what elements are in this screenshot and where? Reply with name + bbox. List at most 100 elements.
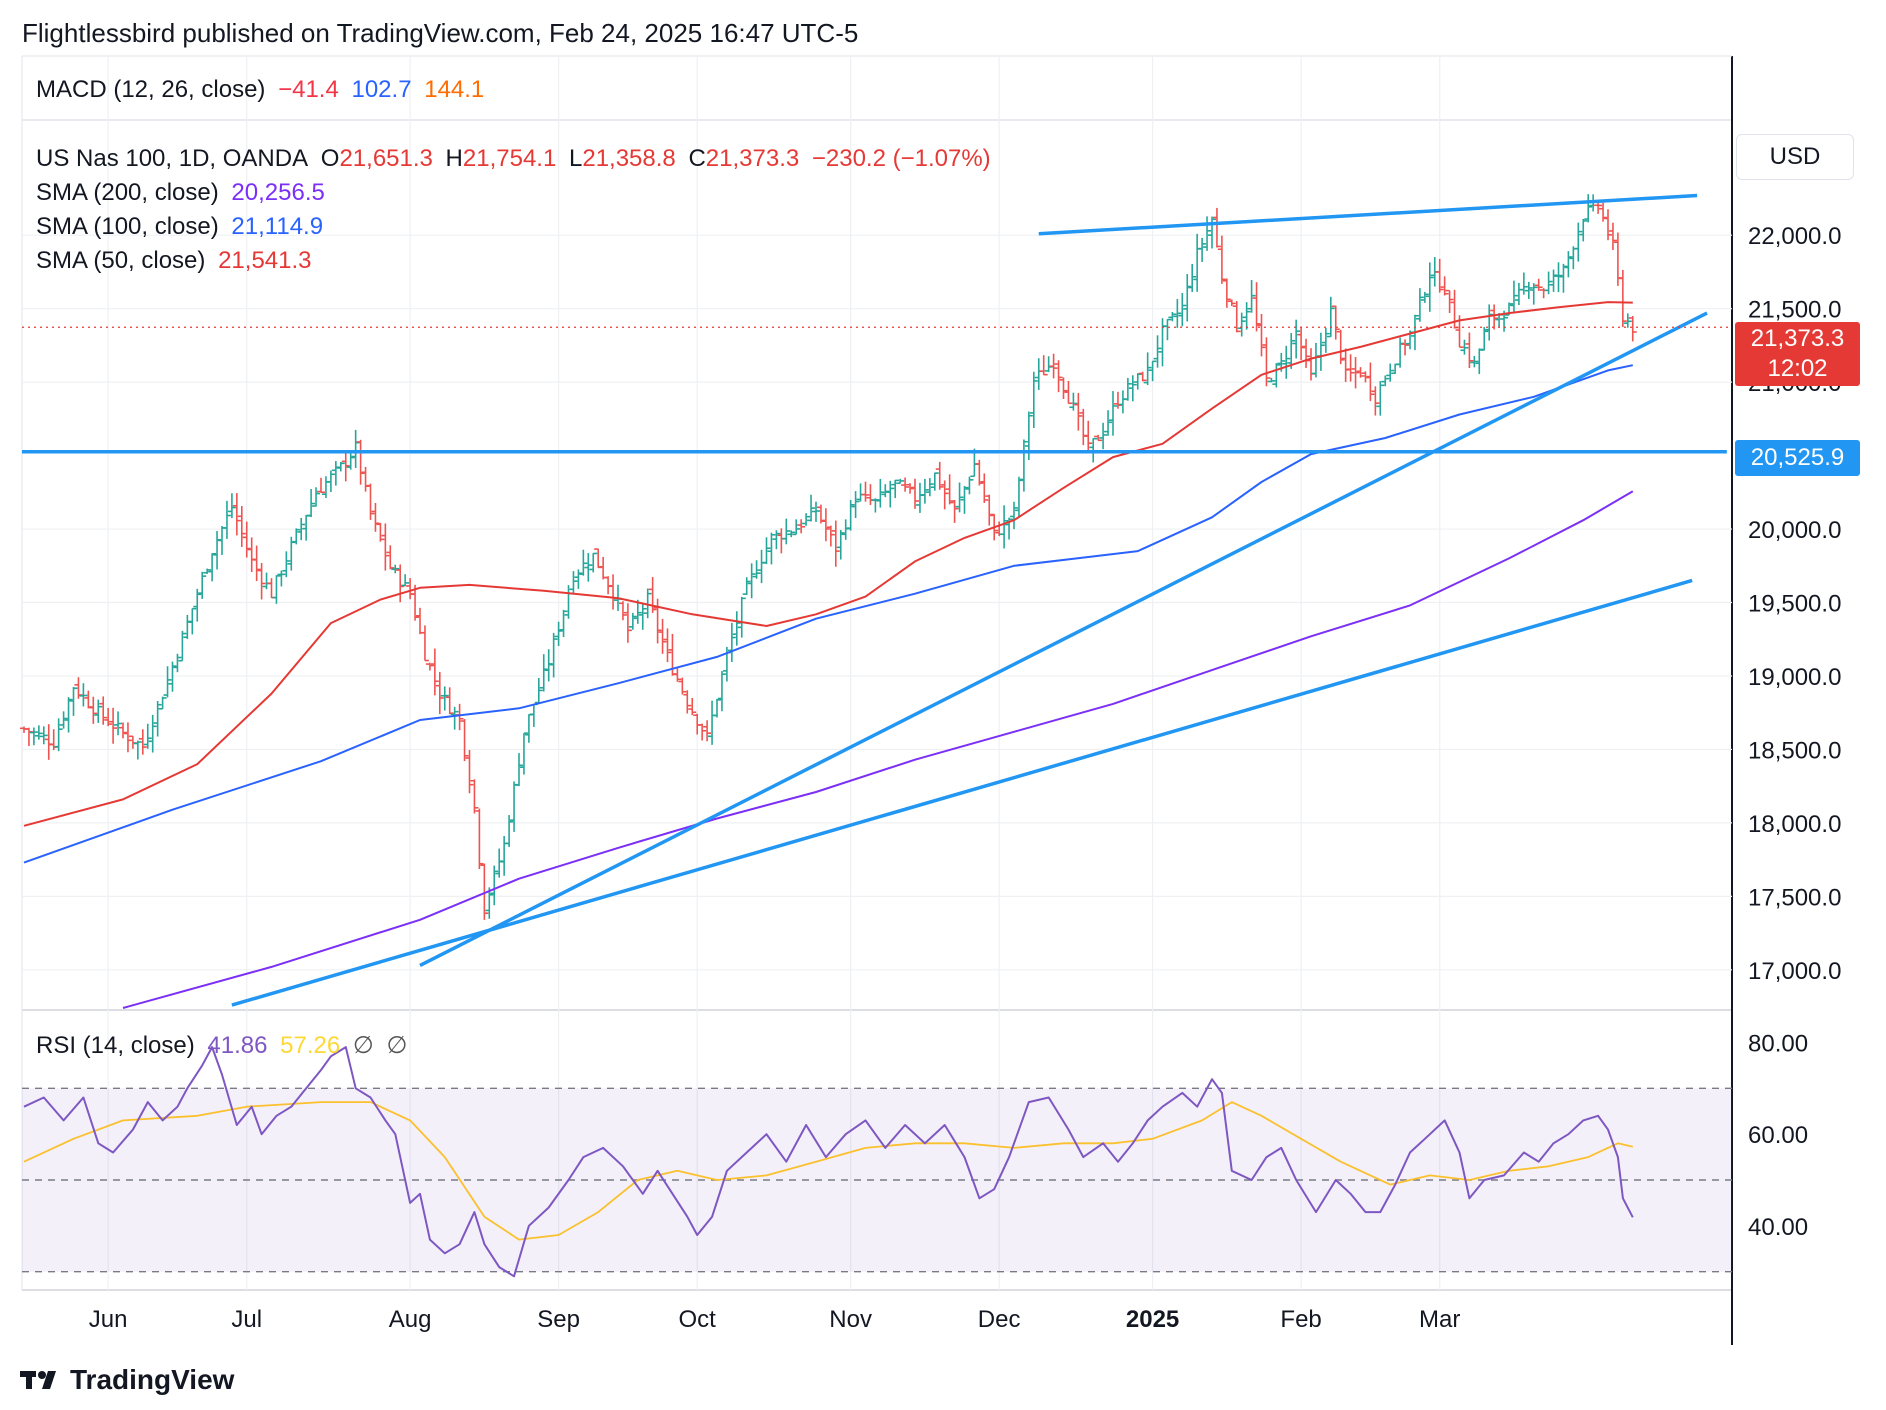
candle: [1163, 318, 1172, 341]
candle: [351, 429, 360, 468]
candle: [762, 537, 771, 565]
candle: [851, 491, 860, 519]
candle: [470, 779, 479, 814]
macd-legend[interactable]: MACD (12, 26, close) −41.4 102.7 144.1: [36, 76, 490, 104]
rsi-legend[interactable]: RSI (14, close) 41.86 57.26 ∅ ∅: [36, 1031, 413, 1060]
candle: [891, 479, 900, 499]
candle: [371, 502, 380, 532]
candle: [227, 493, 236, 519]
candle: [1544, 271, 1553, 295]
candle: [915, 482, 924, 513]
candle: [876, 478, 885, 508]
sma100-label: SMA (100, close): [36, 213, 219, 240]
sma100-legend[interactable]: SMA (100, close) 21,114.9: [36, 213, 329, 241]
last-price-value: 21,373.3: [1750, 325, 1845, 352]
candle: [495, 848, 504, 878]
trendline-lower-channel: [231, 578, 1693, 1007]
candle: [336, 461, 345, 472]
candle: [203, 568, 212, 574]
candle: [1104, 410, 1113, 436]
rsi-ma-line: [23, 1101, 1634, 1241]
candle: [1193, 233, 1202, 292]
high-value: 21,754.1: [462, 145, 557, 172]
candle: [445, 687, 454, 715]
candle: [980, 473, 989, 503]
candle: [658, 618, 667, 654]
candle: [1351, 357, 1360, 389]
candle: [1198, 237, 1207, 263]
time-tick-label: Jul: [231, 1306, 262, 1333]
candle: [1435, 258, 1444, 293]
candle: [554, 621, 563, 647]
candle: [618, 601, 627, 621]
candle: [930, 472, 939, 491]
candle: [257, 563, 266, 600]
candle: [24, 727, 33, 747]
candle: [34, 725, 43, 740]
candle: [1203, 216, 1212, 251]
price-tick-label: 19,500.0: [1748, 591, 1841, 618]
last-price-tag: 21,373.3 12:02: [1735, 322, 1860, 386]
candle: [579, 549, 588, 576]
candle: [920, 478, 929, 504]
candle: [574, 569, 583, 589]
candle: [807, 494, 816, 522]
candle: [143, 723, 152, 749]
candle: [559, 609, 568, 638]
candle: [1138, 371, 1147, 382]
candle: [104, 707, 113, 727]
currency-button[interactable]: USD: [1736, 134, 1854, 180]
candle: [757, 549, 766, 584]
candle: [44, 724, 53, 760]
symbol-legend[interactable]: US Nas 100, 1D, OANDA O21,651.3 H21,754.…: [36, 145, 997, 173]
candle: [1604, 209, 1612, 241]
candle: [321, 476, 330, 498]
candle: [1529, 283, 1538, 305]
candle: [1445, 289, 1454, 314]
candle: [1237, 312, 1246, 337]
candle: [475, 808, 484, 869]
rsi-label: RSI (14, close): [36, 1032, 195, 1059]
candle: [1227, 299, 1236, 306]
candle: [623, 603, 632, 643]
candle: [1559, 263, 1568, 293]
open-label: O: [320, 145, 340, 172]
candle: [138, 729, 147, 755]
rsi-tick-label: 40.00: [1748, 1214, 1808, 1241]
candle: [698, 723, 707, 741]
candle: [114, 711, 123, 736]
candle: [292, 528, 301, 545]
candle: [416, 607, 424, 635]
candle: [1123, 377, 1132, 401]
candle: [812, 501, 820, 522]
candle: [1514, 282, 1523, 306]
candle: [148, 714, 157, 753]
candle: [589, 552, 598, 573]
candle: [1282, 345, 1291, 379]
candle: [361, 466, 370, 492]
candle: [74, 677, 83, 699]
candle: [1044, 356, 1053, 373]
candle: [1267, 377, 1276, 383]
candle: [1401, 339, 1410, 356]
candle: [183, 614, 192, 639]
candle: [663, 628, 672, 663]
tradingview-logo[interactable]: TradingView: [20, 1364, 234, 1396]
candle: [39, 726, 48, 745]
macd-value-2: 102.7: [351, 76, 412, 103]
candle: [1064, 380, 1073, 405]
sma50-legend[interactable]: SMA (50, close) 21,541.3: [36, 247, 318, 275]
candle: [955, 482, 964, 513]
candle: [1148, 360, 1157, 382]
candle: [524, 713, 533, 743]
candle: [940, 480, 949, 510]
candle: [1366, 362, 1375, 402]
candle: [1371, 386, 1380, 416]
macd-value-3: 144.1: [424, 76, 485, 103]
candle: [1292, 319, 1301, 359]
candle: [89, 696, 98, 724]
candle: [1336, 329, 1345, 365]
candle: [975, 459, 984, 486]
sma200-legend[interactable]: SMA (200, close) 20,256.5: [36, 179, 331, 207]
